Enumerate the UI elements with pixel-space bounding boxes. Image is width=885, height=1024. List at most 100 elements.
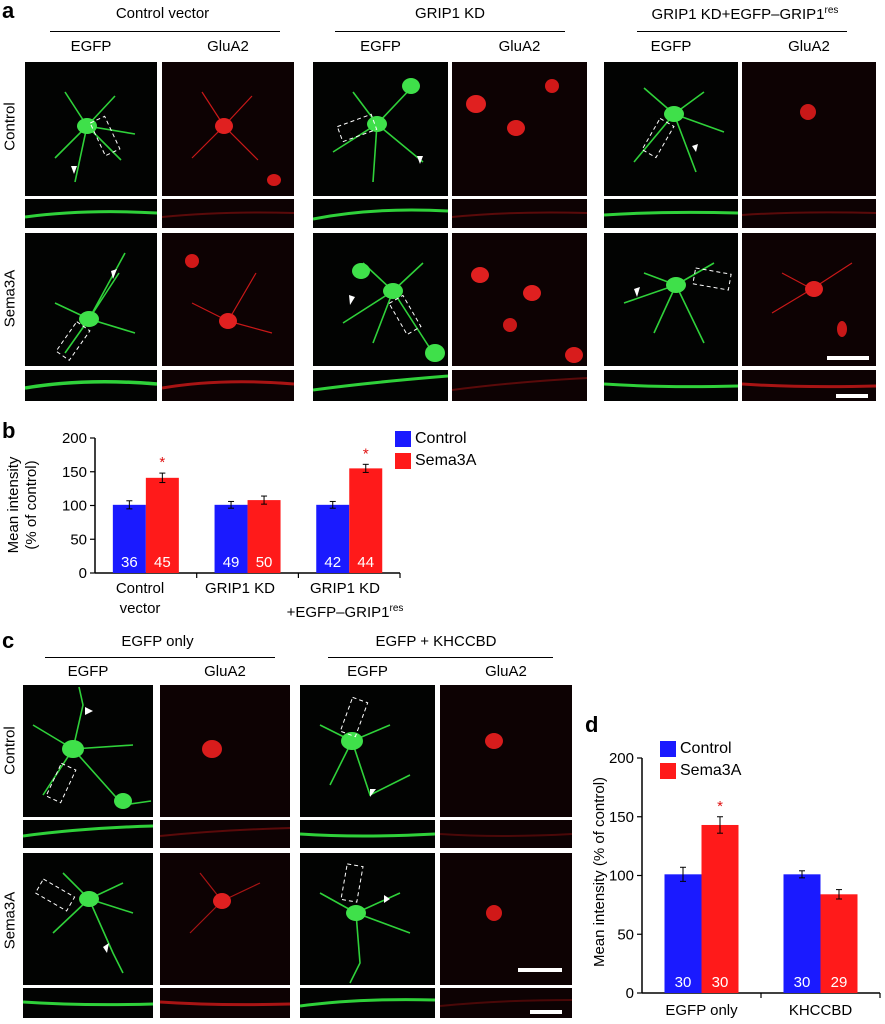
scale-bar-a-small bbox=[836, 394, 868, 398]
panel-c-group2-title: EGFP + KHCCBD bbox=[375, 633, 497, 650]
panel-a-group1-title: Control vector bbox=[115, 5, 210, 22]
y-tick-label: 150 bbox=[609, 809, 634, 826]
micrograph-a-rescue-glua2 bbox=[742, 62, 876, 196]
legend-swatch-control bbox=[660, 741, 676, 757]
scale-bar-a-large bbox=[827, 356, 869, 360]
micrograph-a-rescue-egfp-sema3a bbox=[604, 233, 738, 366]
bar-control bbox=[214, 504, 248, 573]
chart-b-cat3-line1: GRIP1 KD bbox=[309, 580, 381, 597]
chart-b-cat1-line2: vector bbox=[119, 600, 161, 617]
bar-n-label: 50 bbox=[256, 554, 273, 571]
dendrite-c-khccbd-glua2 bbox=[440, 820, 572, 848]
chart-d-legend: Control Sema3A bbox=[660, 738, 770, 782]
panel-c-col-egfp-2: EGFP bbox=[347, 663, 388, 680]
y-tick-label: 0 bbox=[79, 565, 87, 582]
micrograph-a-control-vector-glua2-sema3a bbox=[162, 233, 294, 366]
x-tick-label: EGFP only bbox=[665, 1002, 738, 1019]
bar-sema3a bbox=[247, 500, 281, 573]
bar-control bbox=[112, 504, 146, 573]
panel-c-row-control-label: Control bbox=[1, 726, 19, 775]
dendrite-a-rescue-egfp bbox=[604, 199, 738, 228]
chart-b-legend-control: Control bbox=[395, 428, 505, 450]
bar-control bbox=[783, 874, 821, 993]
panel-b-label: b bbox=[2, 418, 16, 443]
micrograph-c-egfp-only-egfp-sema3a bbox=[23, 853, 153, 985]
chart-b-cat3-sup: res bbox=[389, 603, 404, 614]
bar-n-label: 49 bbox=[223, 554, 240, 571]
panel-a-col-glua2-2: GluA2 bbox=[498, 38, 541, 55]
scale-bar-c-small bbox=[530, 1010, 562, 1014]
dendrite-a-grip1kd-egfp bbox=[313, 199, 448, 228]
legend-label-sema3a: Sema3A bbox=[680, 762, 742, 779]
panel-c-group1-title: EGFP only bbox=[121, 633, 194, 650]
chart-b-cat3-line2-text: +EGFP–GRIP1 bbox=[286, 604, 390, 621]
y-tick-label: 200 bbox=[62, 430, 87, 447]
y-tick-label: 0 bbox=[626, 985, 634, 1002]
panel-a-col-glua2-3: GluA2 bbox=[788, 38, 830, 55]
bar-control bbox=[664, 874, 702, 993]
bar-n-label: 30 bbox=[675, 974, 692, 991]
dendrite-a-rescue-glua2 bbox=[742, 199, 876, 228]
panel-a-col-egfp-2: EGFP bbox=[360, 38, 401, 55]
legend-label-sema3a: Sema3A bbox=[415, 452, 477, 469]
y-tick-label: 200 bbox=[609, 750, 634, 767]
panel-c-col-glua2-2: GluA2 bbox=[485, 663, 527, 680]
legend-label-control: Control bbox=[415, 430, 467, 447]
micrograph-a-rescue-egfp bbox=[604, 62, 738, 196]
dendrite-a-control-vector-glua2-sema3a bbox=[162, 370, 294, 401]
micrograph-c-egfp-only-glua2-sema3a bbox=[160, 853, 290, 985]
micrograph-a-rescue-glua2-sema3a bbox=[742, 233, 876, 366]
chart-b: Mean intensity (% of control) 0 50 100 150 2… bbox=[5, 430, 401, 582]
dendrite-a-control-vector-egfp-sema3a bbox=[25, 370, 157, 401]
micrograph-c-khccbd-glua2-sema3a bbox=[440, 853, 572, 985]
bar-n-label: 30 bbox=[794, 974, 811, 991]
panel-a-col-glua2-1: GluA2 bbox=[207, 38, 249, 55]
scale-bar-c-large bbox=[518, 968, 562, 972]
micrograph-c-khccbd-glua2 bbox=[440, 685, 572, 817]
bar-n-label: 30 bbox=[712, 974, 729, 991]
chart-b-legend-sema3a: Sema3A bbox=[395, 450, 505, 472]
panel-a-col-egfp-1: EGFP bbox=[70, 38, 112, 55]
micrograph-a-grip1kd-egfp-sema3a bbox=[313, 233, 448, 366]
bar-n-label: 45 bbox=[154, 554, 171, 571]
dendrite-a-rescue-egfp-sema3a bbox=[604, 370, 738, 401]
bar-sema3a bbox=[701, 824, 739, 993]
chart-d: Mean intensity (% of control) 0 50 100 150 2… bbox=[591, 750, 881, 1019]
panel-c-col-glua2-1: GluA2 bbox=[204, 663, 246, 680]
legend-swatch-sema3a bbox=[395, 453, 411, 469]
chart-d-legend-sema3a: Sema3A bbox=[660, 760, 770, 782]
micrograph-a-grip1kd-glua2 bbox=[452, 62, 587, 196]
dendrite-c-khccbd-egfp bbox=[300, 820, 435, 848]
panel-c-label: c bbox=[2, 628, 15, 653]
chart-d-legend-control: Control bbox=[660, 738, 770, 760]
micrograph-c-egfp-only-egfp bbox=[23, 685, 153, 817]
panel-a-col-egfp-3: EGFP bbox=[650, 38, 692, 55]
x-tick-label: KHCCBD bbox=[789, 1002, 853, 1019]
chart-b-cat1-line1: Control bbox=[115, 580, 165, 597]
panel-a-group3-rule bbox=[637, 31, 847, 32]
bar-n-label: 44 bbox=[357, 554, 374, 571]
bar-control bbox=[316, 504, 350, 573]
chart-d-ylabel: Mean intensity (% of control) bbox=[591, 777, 608, 967]
chart-b-cat1-label: Control vector bbox=[95, 579, 185, 619]
dendrite-c-khccbd-egfp-sema3a bbox=[300, 988, 435, 1018]
bar-n-label: 29 bbox=[831, 974, 848, 991]
y-tick-label: 50 bbox=[70, 531, 87, 548]
micrograph-a-grip1kd-egfp bbox=[313, 62, 448, 196]
chart-b-cat2-label: GRIP1 KD bbox=[204, 580, 276, 597]
legend-label-control: Control bbox=[680, 740, 732, 757]
dendrite-a-grip1kd-glua2-sema3a bbox=[452, 370, 587, 401]
panel-c-group2-rule bbox=[328, 657, 553, 658]
chart-b-legend: Control Sema3A bbox=[395, 428, 505, 472]
y-tick-label: 150 bbox=[62, 464, 87, 481]
chart-b-cat3-line2: +EGFP–GRIP1res bbox=[275, 599, 415, 623]
dendrite-c-egfp-only-glua2 bbox=[160, 820, 290, 848]
panel-a-group2-rule bbox=[335, 31, 565, 32]
micrograph-c-khccbd-egfp-sema3a bbox=[300, 853, 435, 985]
dendrite-c-egfp-only-egfp bbox=[23, 820, 153, 848]
bar-sema3a bbox=[820, 894, 858, 993]
panel-a-group1-rule bbox=[50, 31, 280, 32]
significance-star: * bbox=[159, 454, 165, 471]
y-tick-label: 100 bbox=[609, 868, 634, 885]
micrograph-a-control-vector-egfp bbox=[25, 62, 157, 196]
